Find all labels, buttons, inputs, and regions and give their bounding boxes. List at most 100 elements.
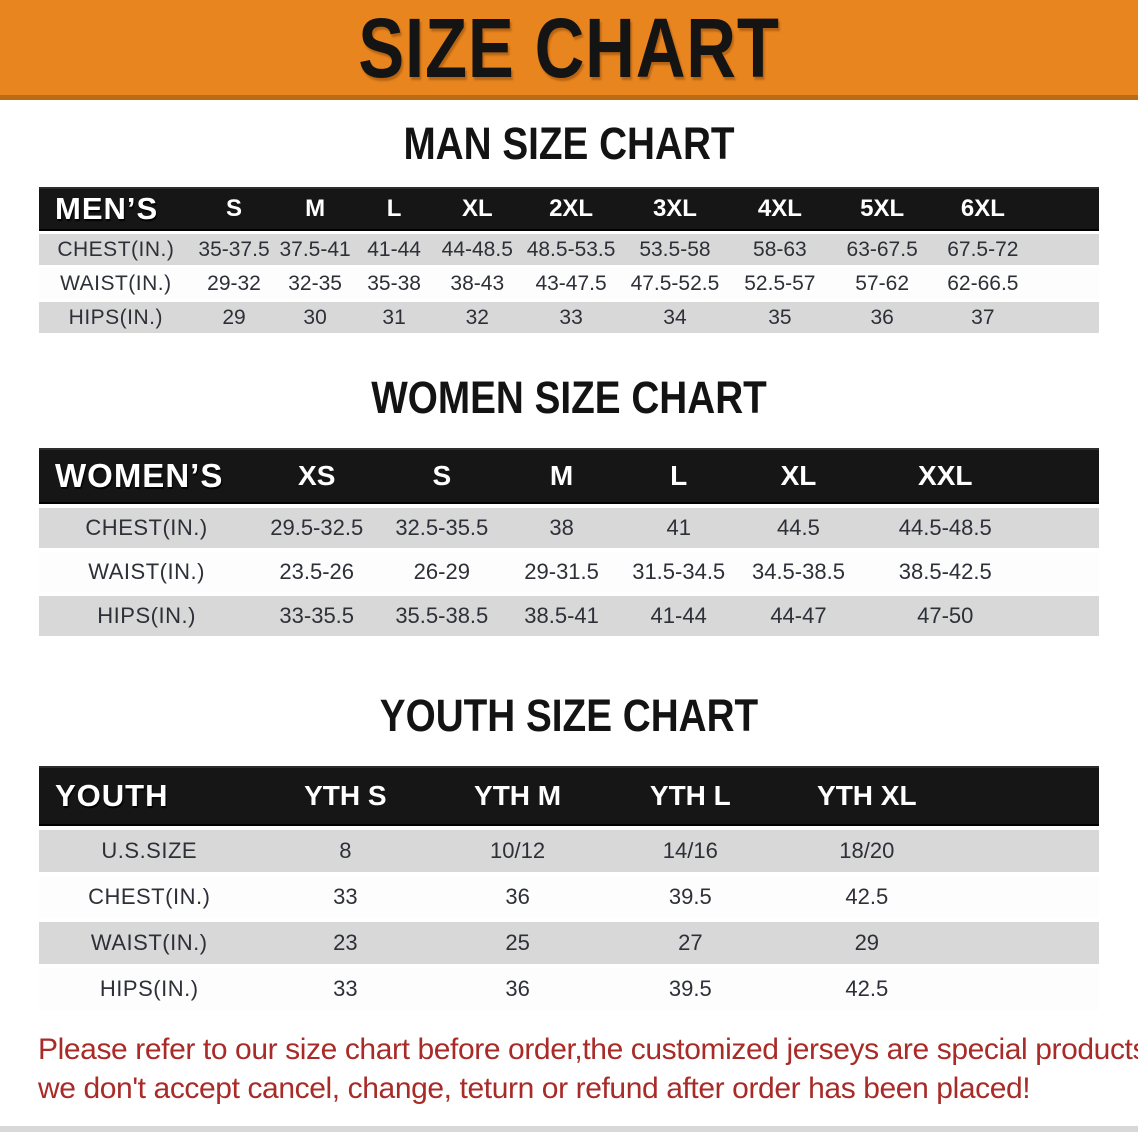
spacer-cell bbox=[956, 830, 1099, 872]
measurement-cell: 33-35.5 bbox=[254, 596, 380, 636]
measurement-cell: 42.5 bbox=[776, 968, 957, 1010]
spacer-cell bbox=[1032, 448, 1099, 504]
measurement-cell: 41-44 bbox=[354, 234, 434, 265]
measurement-cell: 29-32 bbox=[192, 268, 276, 299]
men-section-heading: MAN SIZE CHART bbox=[403, 118, 735, 169]
row-label-cell: WAIST(IN.) bbox=[39, 922, 260, 964]
measurement-cell: 62-66.5 bbox=[933, 268, 1033, 299]
measurement-cell: 37 bbox=[933, 302, 1033, 333]
spacer-cell bbox=[1032, 187, 1099, 231]
spacer-cell bbox=[956, 766, 1099, 826]
measurement-cell: 43-47.5 bbox=[521, 268, 621, 299]
measurement-cell: 29-31.5 bbox=[504, 552, 619, 592]
youth-heading-wrap: YOUTH SIZE CHART bbox=[0, 692, 1138, 740]
banner-title: SIZE CHART bbox=[358, 0, 780, 95]
youth-size-table: YOUTH YTH S YTH M YTH L YTH XL U.S.SIZE 8 10/12… bbox=[39, 762, 1099, 1014]
measurement-row: WAIST(IN.) 29-32 32-35 35-38 38-43 43-47.5 47.… bbox=[39, 268, 1099, 299]
measurement-cell: 23.5-26 bbox=[254, 552, 380, 592]
spacer-cell bbox=[956, 922, 1099, 964]
measurement-cell: 47.5-52.5 bbox=[620, 268, 729, 299]
size-header-cell: YTH S bbox=[259, 766, 432, 826]
women-section-heading: WOMEN SIZE CHART bbox=[371, 372, 767, 423]
measurement-cell: 32 bbox=[433, 302, 522, 333]
measurement-cell: 47-50 bbox=[858, 596, 1033, 636]
measurement-cell: 31.5-34.5 bbox=[618, 552, 739, 592]
size-header-cell: 5XL bbox=[830, 187, 934, 231]
measurement-row: WAIST(IN.) 23.5-26 26-29 29-31.5 31.5-34.5 34… bbox=[39, 552, 1099, 592]
size-header-row: MEN’S S M L XL 2XL 3XL 4XL 5XL 6XL bbox=[39, 187, 1099, 231]
men-heading-wrap: MAN SIZE CHART bbox=[0, 120, 1138, 168]
measurement-cell: 38 bbox=[504, 508, 619, 548]
measurement-cell: 33 bbox=[259, 876, 432, 918]
measurement-cell: 35.5-38.5 bbox=[379, 596, 505, 636]
row-label-cell: CHEST(IN.) bbox=[39, 508, 255, 548]
measurement-cell: 35-38 bbox=[354, 268, 434, 299]
size-header-cell: YTH XL bbox=[776, 766, 957, 826]
measurement-cell: 27 bbox=[603, 922, 777, 964]
measurement-cell: 39.5 bbox=[603, 968, 777, 1010]
measurement-cell: 58-63 bbox=[729, 234, 831, 265]
measurement-cell: 31 bbox=[354, 302, 434, 333]
measurement-cell: 30 bbox=[275, 302, 355, 333]
row-label-cell: HIPS(IN.) bbox=[39, 302, 193, 333]
size-header-cell: S bbox=[192, 187, 276, 231]
measurement-cell: 48.5-53.5 bbox=[521, 234, 621, 265]
row-label-cell: U.S.SIZE bbox=[39, 830, 260, 872]
men-size-table: MEN’S S M L XL 2XL 3XL 4XL 5XL 6XL CHEST(IN.) 35-37… bbox=[39, 184, 1099, 336]
measurement-row: HIPS(IN.) 33 36 39.5 42.5 bbox=[39, 968, 1099, 1010]
measurement-cell: 44.5-48.5 bbox=[858, 508, 1033, 548]
youth-section: YOUTH SIZE CHART YOUTH YTH S YTH M YTH L YTH… bbox=[0, 692, 1138, 1014]
size-header-cell: 6XL bbox=[933, 187, 1033, 231]
spacer-cell bbox=[956, 968, 1099, 1010]
measurement-row: CHEST(IN.) 33 36 39.5 42.5 bbox=[39, 876, 1099, 918]
bottom-strip bbox=[0, 1126, 1138, 1132]
measurement-cell: 44-47 bbox=[738, 596, 859, 636]
row-label-cell: WAIST(IN.) bbox=[39, 552, 255, 592]
measurement-cell: 33 bbox=[521, 302, 621, 333]
table-title-cell: MEN’S bbox=[39, 187, 193, 231]
measurement-cell: 41-44 bbox=[618, 596, 739, 636]
measurement-cell: 34.5-38.5 bbox=[738, 552, 859, 592]
row-label-cell: HIPS(IN.) bbox=[39, 968, 260, 1010]
measurement-cell: 36 bbox=[431, 876, 604, 918]
measurement-row: CHEST(IN.) 29.5-32.5 32.5-35.5 38 41 44.5 44.5… bbox=[39, 508, 1099, 548]
measurement-cell: 39.5 bbox=[603, 876, 777, 918]
spacer-cell bbox=[1032, 234, 1099, 265]
measurement-cell: 37.5-41 bbox=[275, 234, 355, 265]
table-title-cell: WOMEN’S bbox=[39, 448, 255, 504]
measurement-cell: 29 bbox=[192, 302, 276, 333]
measurement-cell: 8 bbox=[259, 830, 432, 872]
measurement-cell: 44-48.5 bbox=[433, 234, 522, 265]
measurement-cell: 42.5 bbox=[776, 876, 957, 918]
disclaimer: Please refer to our size chart before or… bbox=[38, 1030, 1138, 1108]
measurement-cell: 18/20 bbox=[776, 830, 957, 872]
measurement-cell: 36 bbox=[830, 302, 934, 333]
measurement-cell: 23 bbox=[259, 922, 432, 964]
measurement-cell: 35-37.5 bbox=[192, 234, 276, 265]
spacer-cell bbox=[1032, 268, 1099, 299]
measurement-cell: 14/16 bbox=[603, 830, 777, 872]
measurement-cell: 32.5-35.5 bbox=[379, 508, 505, 548]
measurement-cell: 52.5-57 bbox=[729, 268, 831, 299]
measurement-cell: 36 bbox=[431, 968, 604, 1010]
size-header-cell: 2XL bbox=[521, 187, 621, 231]
table-title-cell: YOUTH bbox=[39, 766, 260, 826]
measurement-row: CHEST(IN.) 35-37.5 37.5-41 41-44 44-48.5 48.5… bbox=[39, 234, 1099, 265]
women-heading-wrap: WOMEN SIZE CHART bbox=[0, 374, 1138, 422]
women-section: WOMEN SIZE CHART WOMEN’S XS S M L XL XXL CHEST(… bbox=[0, 374, 1138, 640]
measurement-cell: 63-67.5 bbox=[830, 234, 934, 265]
measurement-row: HIPS(IN.) 29 30 31 32 33 34 35 36 37 bbox=[39, 302, 1099, 333]
measurement-cell: 26-29 bbox=[379, 552, 505, 592]
banner: SIZE CHART bbox=[0, 0, 1138, 100]
measurement-cell: 10/12 bbox=[431, 830, 604, 872]
spacer-cell bbox=[956, 876, 1099, 918]
disclaimer-line-1: Please refer to our size chart before or… bbox=[38, 1033, 1138, 1066]
size-header-cell: XL bbox=[738, 448, 859, 504]
row-label-cell: CHEST(IN.) bbox=[39, 234, 193, 265]
women-size-table: WOMEN’S XS S M L XL XXL CHEST(IN.) 29.5-32.5 32.5… bbox=[39, 444, 1099, 640]
measurement-cell: 35 bbox=[729, 302, 831, 333]
disclaimer-line-2: we don't accept cancel, change, teturn o… bbox=[38, 1072, 1031, 1105]
measurement-cell: 33 bbox=[259, 968, 432, 1010]
size-header-cell: XS bbox=[254, 448, 380, 504]
